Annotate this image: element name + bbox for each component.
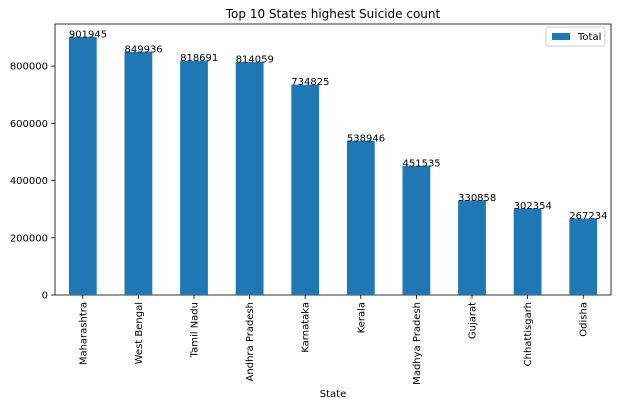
bar	[346, 140, 375, 295]
y-tick-label: 800000	[10, 62, 48, 73]
y-tick-label: 600000	[10, 119, 48, 130]
data-label: 818691	[180, 53, 218, 64]
x-tick-label: Andhra Pradesh	[245, 302, 256, 381]
data-label: 814059	[236, 55, 274, 66]
data-label: 849936	[125, 44, 163, 55]
x-tick-label: Kerala	[356, 302, 367, 333]
x-tick-label: Gujarat	[468, 302, 479, 339]
x-axis-label: State	[320, 389, 346, 400]
legend: Total	[545, 26, 606, 47]
x-tick-label: Karnataka	[301, 302, 312, 353]
legend-label: Total	[577, 32, 601, 43]
data-label: 302354	[514, 201, 552, 212]
plot-frame	[54, 23, 612, 296]
bar	[124, 51, 153, 295]
x-tick-label: West Bengal	[134, 302, 145, 364]
data-label: 267234	[569, 211, 607, 222]
y-tick-label: 0	[42, 291, 48, 302]
data-label: 901945	[69, 29, 107, 40]
x-tick-label: Maharashtra	[78, 302, 89, 365]
x-tick-label: Madhya Pradesh	[412, 302, 423, 385]
bar	[513, 208, 542, 295]
y-axis: 0 200000 400000 600000 800000	[10, 62, 55, 302]
x-tick-label: Chhattisgarh	[523, 302, 534, 366]
x-tick-label: Odisha	[579, 302, 590, 337]
data-label: 734825	[291, 77, 329, 88]
bars	[68, 36, 598, 296]
chart-title: Top 10 States highest Suicide count	[225, 7, 441, 21]
data-label: 451535	[403, 158, 441, 169]
bar	[291, 84, 320, 295]
y-tick-label: 400000	[10, 176, 48, 187]
plot-area	[54, 23, 612, 296]
bar	[235, 62, 264, 296]
bar	[458, 200, 486, 295]
x-tick-label: Tamil Nadu	[190, 302, 201, 358]
bar	[68, 36, 97, 295]
legend-swatch	[552, 33, 570, 40]
data-label: 330858	[458, 193, 496, 204]
data-label: 538946	[347, 133, 385, 144]
legend-box	[545, 26, 606, 47]
x-axis: Maharashtra West Bengal Tamil Nadu Andhra P…	[78, 295, 590, 385]
bar	[402, 165, 431, 295]
bar	[569, 218, 598, 295]
data-labels: 901945 849936 818691 814059 734825 538946 4515…	[69, 29, 608, 222]
bar	[180, 60, 208, 295]
y-tick-label: 200000	[10, 233, 48, 244]
